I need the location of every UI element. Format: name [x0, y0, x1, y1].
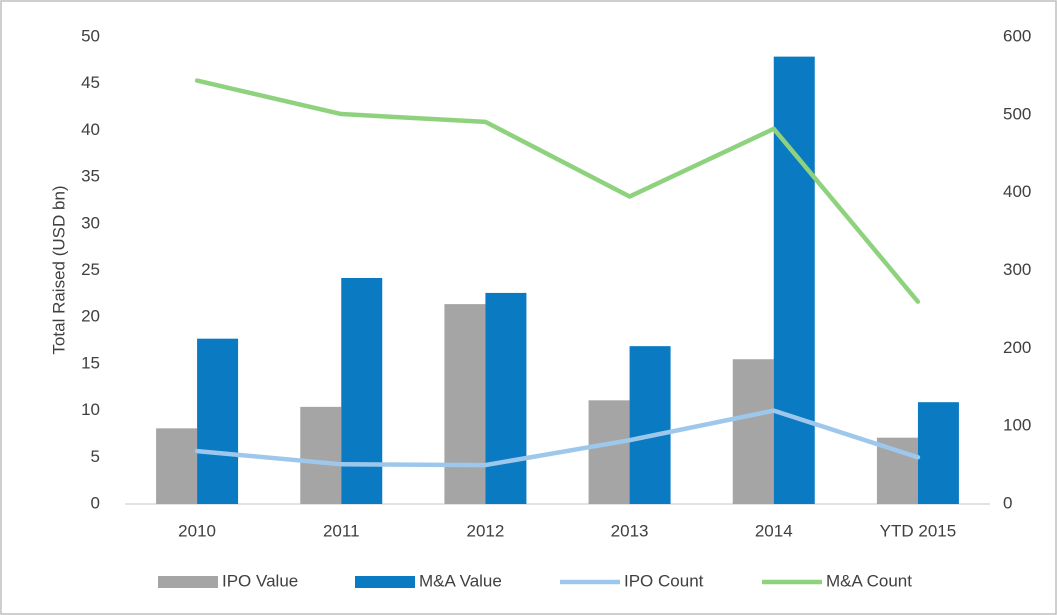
legend-swatch	[355, 576, 415, 588]
bar	[444, 304, 486, 504]
y-tick-label: 0	[91, 493, 100, 512]
bar	[773, 56, 815, 504]
y2-tick-label: 400	[1003, 182, 1031, 201]
x-tick-label: YTD 2015	[880, 521, 957, 540]
y2-tick-label: 600	[1003, 26, 1031, 45]
y2-tick-label: 0	[1003, 493, 1012, 512]
y-axis-label: Total Raised (USD bn)	[49, 185, 68, 354]
y2-tick-label: 500	[1003, 104, 1031, 123]
y2-tick-label: 100	[1003, 416, 1031, 435]
bar	[588, 400, 630, 504]
bar	[300, 406, 342, 504]
y-tick-label: 50	[81, 26, 100, 45]
bar	[732, 359, 774, 504]
y-tick-label: 40	[81, 120, 100, 139]
y2-tick-label: 300	[1003, 260, 1031, 279]
legend-swatch	[158, 576, 218, 588]
legend-label: M&A Count	[826, 571, 912, 590]
line-series	[194, 78, 921, 304]
bar	[197, 338, 239, 504]
y-tick-label: 5	[91, 447, 100, 466]
x-tick-label: 2013	[611, 521, 649, 540]
bar	[629, 346, 671, 504]
bar	[485, 292, 527, 504]
x-tick-label: 2014	[755, 521, 793, 540]
y-tick-label: 15	[81, 353, 100, 372]
x-tick-label: 2011	[323, 521, 360, 540]
y-tick-label: 30	[81, 213, 100, 232]
y-tick-label: 20	[81, 307, 100, 326]
x-tick-label: 2012	[467, 521, 505, 540]
y-tick-label: 25	[81, 260, 100, 279]
legend-label: IPO Count	[624, 571, 704, 590]
y-tick-label: 35	[81, 167, 100, 186]
line-series	[194, 408, 921, 468]
y-tick-label: 10	[81, 400, 100, 419]
bar	[156, 428, 198, 504]
legend-label: M&A Value	[419, 571, 502, 590]
bar	[917, 402, 959, 504]
x-tick-label: 2010	[178, 521, 216, 540]
y2-tick-label: 200	[1003, 338, 1031, 357]
legend-label: IPO Value	[222, 571, 298, 590]
y-tick-label: 45	[81, 73, 100, 92]
bar	[341, 277, 383, 504]
